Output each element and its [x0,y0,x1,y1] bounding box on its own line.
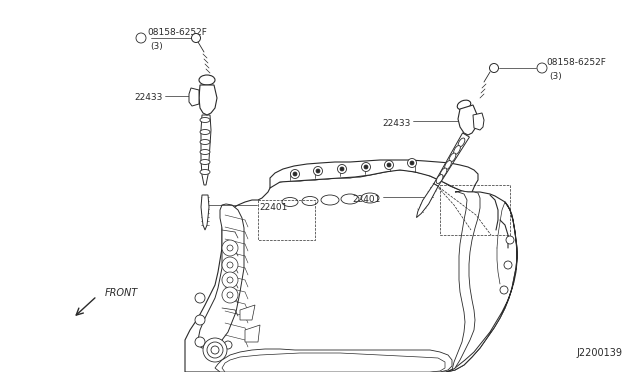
Ellipse shape [458,138,465,147]
Text: J2200139: J2200139 [576,348,622,358]
Circle shape [504,261,512,269]
Circle shape [227,277,233,283]
Circle shape [195,293,205,303]
Polygon shape [222,353,445,372]
Circle shape [195,315,205,325]
Text: 22433: 22433 [383,119,411,128]
Polygon shape [199,85,217,115]
Circle shape [387,163,391,167]
Circle shape [222,257,238,273]
Ellipse shape [321,195,339,205]
Ellipse shape [361,193,379,203]
Text: (3): (3) [549,72,562,81]
Circle shape [207,342,223,358]
Circle shape [291,170,300,179]
Ellipse shape [200,129,210,135]
Ellipse shape [200,118,210,122]
Circle shape [362,163,371,171]
Ellipse shape [445,161,451,170]
Circle shape [410,161,414,165]
Polygon shape [201,115,211,185]
Text: B: B [538,65,542,71]
Ellipse shape [200,150,210,154]
Ellipse shape [449,153,456,162]
Polygon shape [417,184,438,218]
Circle shape [408,158,417,167]
Polygon shape [458,105,478,135]
Circle shape [314,167,323,176]
Circle shape [490,64,499,73]
Circle shape [222,287,238,303]
Circle shape [211,346,219,354]
Text: 22433: 22433 [134,93,163,103]
Polygon shape [240,305,255,320]
Circle shape [364,165,368,169]
Circle shape [506,236,514,244]
Ellipse shape [440,168,447,177]
Polygon shape [473,113,484,130]
Polygon shape [201,195,209,230]
Circle shape [337,164,346,173]
Circle shape [385,160,394,170]
Text: (3): (3) [150,42,163,51]
Ellipse shape [341,194,359,204]
Ellipse shape [200,170,210,174]
Circle shape [500,286,508,294]
Polygon shape [452,191,480,370]
Ellipse shape [200,140,210,144]
Text: 08158-6252F: 08158-6252F [546,58,606,67]
Circle shape [227,245,233,251]
Circle shape [222,240,238,256]
Polygon shape [270,160,478,192]
Polygon shape [446,202,517,372]
Circle shape [136,33,146,43]
Text: 22401: 22401 [353,195,381,203]
Circle shape [227,292,233,298]
Ellipse shape [200,160,210,164]
Polygon shape [215,349,452,372]
Circle shape [316,169,320,173]
Ellipse shape [302,196,318,205]
Polygon shape [245,325,260,342]
Circle shape [227,262,233,268]
Circle shape [340,167,344,171]
Polygon shape [185,170,517,372]
Circle shape [191,33,200,42]
Ellipse shape [454,145,460,154]
Polygon shape [434,133,469,186]
Circle shape [222,272,238,288]
Circle shape [195,337,205,347]
Text: 22401: 22401 [259,202,287,212]
Ellipse shape [457,100,471,110]
Polygon shape [189,88,199,106]
Polygon shape [198,204,244,348]
Text: B: B [141,35,145,41]
Ellipse shape [199,75,215,85]
Text: FRONT: FRONT [105,288,138,298]
Text: 08158-6252F: 08158-6252F [147,28,207,37]
Circle shape [293,172,297,176]
Circle shape [203,338,227,362]
Circle shape [537,63,547,73]
Circle shape [224,341,232,349]
Ellipse shape [282,198,298,206]
Ellipse shape [436,174,443,183]
